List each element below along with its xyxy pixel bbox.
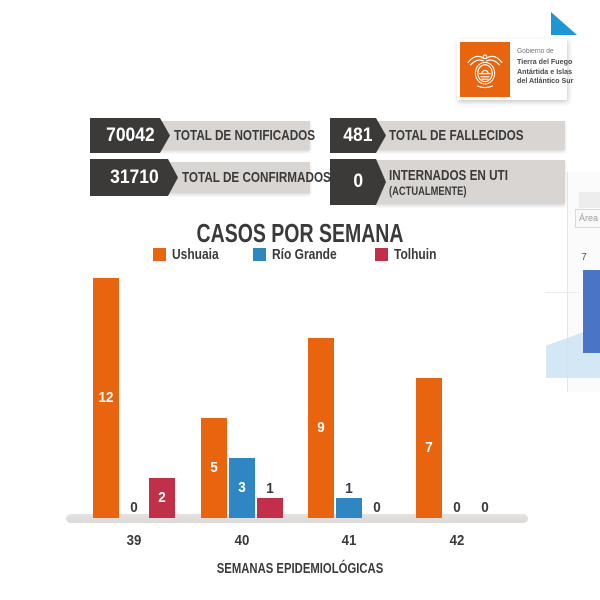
legend-item-rio-grande: Río Grande bbox=[252, 246, 353, 263]
stat-uti-value-box: 0 bbox=[330, 159, 386, 205]
stat-notificados-label: TOTAL DE NOTIFICADOS bbox=[174, 127, 316, 144]
week-tick-42: 42 bbox=[449, 532, 465, 549]
stat-uti-value: 0 bbox=[353, 171, 363, 192]
stat-notificados-value: 70042 bbox=[105, 124, 155, 146]
legend-swatch-tolhuin bbox=[374, 248, 388, 261]
bar-ushuaia-week-39 bbox=[93, 278, 119, 518]
bar-value-rio-grande-week-42: 0 bbox=[453, 499, 461, 516]
bar-ushuaia-week-41 bbox=[308, 338, 334, 518]
legend-item-ushuaia: Ushuaia bbox=[153, 246, 230, 263]
bar-value-rio-grande-week-40: 3 bbox=[238, 479, 246, 496]
stat-uti-label-box: INTERNADOS EN UTI (ACTUALMENTE) bbox=[375, 160, 565, 204]
logo-text: Gobierno de Tierra del Fuego Antártida e… bbox=[517, 47, 576, 86]
chart-legend: Ushuaia Río Grande Tolhuin bbox=[60, 246, 540, 263]
stat-fallecidos-label-box: TOTAL DE FALLECIDOS bbox=[375, 121, 565, 150]
background-chart-value: 7 bbox=[581, 252, 587, 263]
chart-title: CASOS POR SEMANA bbox=[196, 218, 404, 248]
logo-line4: del Atlántico Sur bbox=[517, 76, 574, 86]
stat-notificados-value-box: 70042 bbox=[90, 118, 170, 153]
background-chart-gridline bbox=[545, 292, 580, 293]
bar-value-tolhuin-week-39: 2 bbox=[158, 489, 166, 506]
week-tick-39: 39 bbox=[126, 532, 142, 549]
corner-triangle-icon bbox=[551, 12, 577, 35]
legend-label-rio-grande: Río Grande bbox=[271, 246, 337, 263]
stat-confirmados-value: 31710 bbox=[109, 166, 159, 188]
legend-label-ushuaia: Ushuaia bbox=[172, 246, 220, 263]
stat-uti-sublabel: (ACTUALMENTE) bbox=[389, 183, 467, 198]
cases-per-week-chart: SEMANAS EPIDEMIOLÓGICAS 12 0 2 39 5 3 1 40 9 1 0 41… bbox=[60, 270, 540, 585]
bar-rio-grande-week-41 bbox=[336, 498, 362, 518]
bar-tolhuin-week-39 bbox=[149, 478, 175, 518]
stat-uti-label: INTERNADOS EN UTI bbox=[389, 166, 508, 184]
coat-of-arms-icon bbox=[467, 53, 503, 88]
week-tick-40: 40 bbox=[234, 532, 250, 549]
bar-rio-grande-week-40 bbox=[229, 458, 255, 518]
legend-item-tolhuin: Tolhuin bbox=[374, 246, 447, 263]
stat-confirmados-label-box: TOTAL DE CONFIRMADOS bbox=[168, 162, 331, 193]
stat-fallecidos-label: TOTAL DE FALLECIDOS bbox=[389, 127, 524, 144]
bar-ushuaia-week-42 bbox=[416, 378, 442, 518]
stat-fallecidos-value-box: 481 bbox=[330, 118, 386, 153]
bar-value-tolhuin-week-40: 1 bbox=[266, 480, 274, 497]
bar-value-ushuaia-week-42: 7 bbox=[425, 439, 433, 456]
stat-notificados-label-box: TOTAL DE NOTIFICADOS bbox=[160, 121, 316, 150]
bar-value-tolhuin-week-41: 0 bbox=[373, 499, 381, 516]
bar-tolhuin-week-40 bbox=[257, 498, 283, 518]
logo-line2: Tierra del Fuego bbox=[517, 56, 573, 66]
x-axis-baseline bbox=[66, 514, 528, 523]
background-chart-bar bbox=[583, 270, 600, 353]
background-window-toolbar-fragment bbox=[579, 192, 600, 208]
x-axis-title: SEMANAS EPIDEMIOLÓGICAS bbox=[216, 561, 384, 577]
logo-emblem-background bbox=[460, 42, 510, 97]
logo-line1: Gobierno de bbox=[517, 48, 554, 55]
bar-value-rio-grande-week-41: 1 bbox=[345, 480, 353, 497]
area-dropdown-fragment[interactable]: Área bbox=[575, 209, 600, 228]
area-dropdown-label: Área bbox=[579, 213, 599, 223]
stat-confirmados-label: TOTAL DE CONFIRMADOS bbox=[182, 169, 331, 186]
week-tick-41: 41 bbox=[341, 532, 357, 549]
bar-value-ushuaia-week-41: 9 bbox=[317, 419, 325, 436]
bar-value-rio-grande-week-39: 0 bbox=[130, 499, 138, 516]
legend-label-tolhuin: Tolhuin bbox=[393, 246, 437, 263]
stat-fallecidos-value: 481 bbox=[343, 124, 373, 146]
stat-confirmados-value-box: 31710 bbox=[90, 159, 178, 196]
bar-value-ushuaia-week-39: 12 bbox=[98, 389, 114, 406]
legend-swatch-rio-grande bbox=[252, 248, 266, 261]
legend-swatch-ushuaia bbox=[153, 248, 167, 261]
bar-value-tolhuin-week-42: 0 bbox=[481, 499, 489, 516]
bar-value-ushuaia-week-40: 5 bbox=[210, 459, 218, 476]
bar-ushuaia-week-40 bbox=[201, 418, 227, 518]
logo-line3: Antártida e Islas bbox=[517, 66, 573, 76]
government-logo-card: Gobierno de Tierra del Fuego Antártida e… bbox=[457, 39, 573, 100]
